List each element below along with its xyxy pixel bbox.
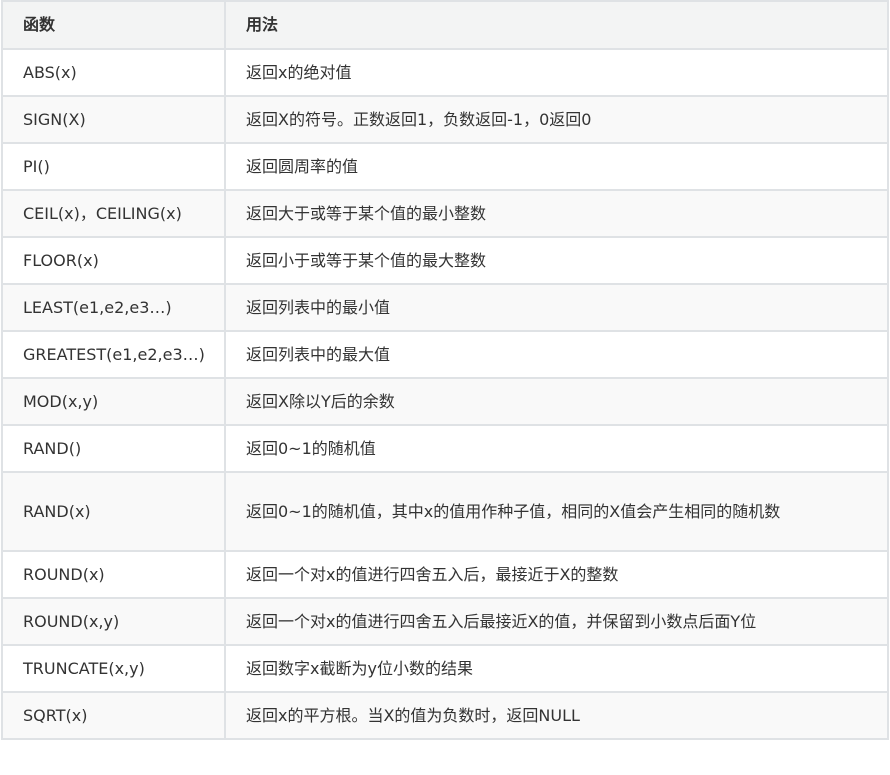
table-row: ROUND(x) 返回一个对x的值进行四舍五入后，最接近于X的整数 <box>1 550 889 599</box>
table-header-row: 函数 用法 <box>1 0 889 50</box>
usage-cell: 返回列表中的最小值 <box>224 283 889 332</box>
usage-cell: 返回x的平方根。当X的值为负数时，返回NULL <box>224 691 889 740</box>
function-table: 函数 用法 ABS(x) 返回x的绝对值 SIGN(X) 返回X的符号。正数返回1，负… <box>1 0 889 740</box>
usage-cell: 返回一个对x的值进行四舍五入后最接近X的值，并保留到小数点后面Y位 <box>224 597 889 646</box>
table-row: ABS(x) 返回x的绝对值 <box>1 48 889 97</box>
function-cell: PI() <box>1 142 226 191</box>
function-cell: MOD(x,y) <box>1 377 226 426</box>
function-cell: CEIL(x)，CEILING(x) <box>1 189 226 238</box>
table-row: MOD(x,y) 返回X除以Y后的余数 <box>1 377 889 426</box>
table-row: SQRT(x) 返回x的平方根。当X的值为负数时，返回NULL <box>1 691 889 740</box>
table-row: RAND(x) 返回0~1的随机值，其中x的值用作种子值，相同的X值会产生相同的随… <box>1 471 889 552</box>
function-cell: ABS(x) <box>1 48 226 97</box>
table-row: ROUND(x,y) 返回一个对x的值进行四舍五入后最接近X的值，并保留到小数点后… <box>1 597 889 646</box>
usage-cell: 返回0~1的随机值，其中x的值用作种子值，相同的X值会产生相同的随机数 <box>224 471 889 552</box>
usage-cell: 返回大于或等于某个值的最小整数 <box>224 189 889 238</box>
table-row: LEAST(e1,e2,e3…) 返回列表中的最小值 <box>1 283 889 332</box>
function-cell: LEAST(e1,e2,e3…) <box>1 283 226 332</box>
function-cell: SIGN(X) <box>1 95 226 144</box>
usage-cell: 返回一个对x的值进行四舍五入后，最接近于X的整数 <box>224 550 889 599</box>
function-cell: RAND() <box>1 424 226 473</box>
table-row: SIGN(X) 返回X的符号。正数返回1，负数返回-1，0返回0 <box>1 95 889 144</box>
function-cell: ROUND(x,y) <box>1 597 226 646</box>
usage-cell: 返回列表中的最大值 <box>224 330 889 379</box>
usage-cell: 返回数字x截断为y位小数的结果 <box>224 644 889 693</box>
usage-cell: 返回0~1的随机值 <box>224 424 889 473</box>
function-cell: RAND(x) <box>1 471 226 552</box>
function-cell: SQRT(x) <box>1 691 226 740</box>
table-row: GREATEST(e1,e2,e3…) 返回列表中的最大值 <box>1 330 889 379</box>
table-row: CEIL(x)，CEILING(x) 返回大于或等于某个值的最小整数 <box>1 189 889 238</box>
usage-cell: 返回小于或等于某个值的最大整数 <box>224 236 889 285</box>
usage-cell: 返回X除以Y后的余数 <box>224 377 889 426</box>
function-cell: ROUND(x) <box>1 550 226 599</box>
function-cell: TRUNCATE(x,y) <box>1 644 226 693</box>
header-usage: 用法 <box>224 0 889 50</box>
function-cell: GREATEST(e1,e2,e3…) <box>1 330 226 379</box>
table-row: PI() 返回圆周率的值 <box>1 142 889 191</box>
table-row: FLOOR(x) 返回小于或等于某个值的最大整数 <box>1 236 889 285</box>
usage-cell: 返回x的绝对值 <box>224 48 889 97</box>
usage-cell: 返回圆周率的值 <box>224 142 889 191</box>
table-row: RAND() 返回0~1的随机值 <box>1 424 889 473</box>
header-function: 函数 <box>1 0 226 50</box>
function-cell: FLOOR(x) <box>1 236 226 285</box>
usage-cell: 返回X的符号。正数返回1，负数返回-1，0返回0 <box>224 95 889 144</box>
table-row: TRUNCATE(x,y) 返回数字x截断为y位小数的结果 <box>1 644 889 693</box>
